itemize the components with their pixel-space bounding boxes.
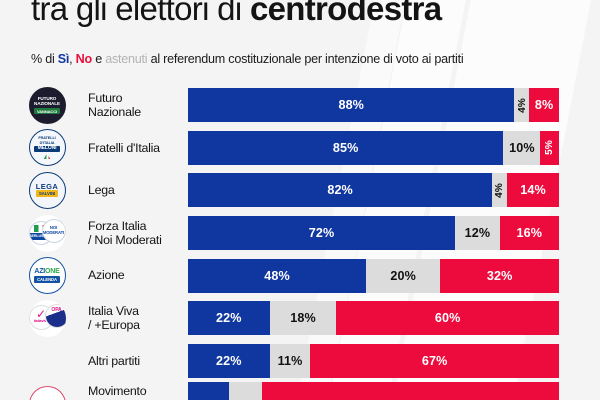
logo-fratelli-ditalia: FRATELLI D'ITALIA MELONI [28, 129, 66, 167]
stacked-bar: 48% 20% 32% [188, 258, 559, 293]
page-title: tra gli elettori di centrodestra [31, 0, 442, 28]
bar-segment-value: 14% [520, 183, 546, 198]
logo-futuro-nazionale: FUTURO NAZIONALE VANNACCI [28, 86, 66, 124]
bar-segment-value: 32% [486, 268, 513, 283]
subtitle-comma: , [69, 52, 76, 66]
party-label: Forza Italia / Noi Moderati [88, 218, 162, 248]
bar-segment-value: 12% [464, 226, 491, 241]
bar-segment-value: 88% [338, 98, 364, 113]
bar-segment-ast: 4% [514, 88, 530, 123]
logo-forza-italia-noi-moderati-cell: BERLUSCONI NOI MODERATI [0, 214, 88, 252]
bar-segment-ast: 18% [269, 301, 337, 336]
bar-segment-value: 4% [516, 97, 528, 113]
chart-row: ✓ italiaviva OPA Italia Viva / +Europa 22% 18%… [0, 297, 600, 340]
bar-segment-ast: 10% [503, 130, 541, 165]
logo-fratelli-ditalia-cell: FRATELLI D'ITALIA MELONI [0, 129, 88, 167]
chart-row: BERLUSCONI NOI MODERATI Forza Italia / Noi … [0, 212, 600, 255]
party-label: Fratelli d'Italia [88, 140, 160, 155]
bar-segment-value: 60% [434, 311, 461, 326]
logo-futuro-nazionale-cell: FUTURO NAZIONALE VANNACCI [0, 86, 88, 124]
logo-forza-italia-noi-moderati: BERLUSCONI NOI MODERATI [28, 214, 66, 252]
bar-segment-value: 85% [332, 140, 359, 155]
bar-segment-si [188, 382, 229, 400]
party-label: Italia Viva / +Europa [88, 303, 140, 333]
logo-italia-viva-piu-europa-cell: ✓ italiaviva OPA [0, 299, 88, 337]
bar-segment-no [262, 382, 559, 400]
bar-segment-si: 82% [188, 173, 493, 208]
bar-segment-value: 67% [421, 353, 448, 368]
bar-segment-value: 72% [308, 226, 335, 241]
bar-segment-ast: 11% [269, 343, 311, 378]
legend-astenuti: astenuti [105, 52, 148, 66]
bar-segment-value: 82% [327, 183, 353, 198]
chart-row: LEGA SALVINI Lega 82% 4% 14% [0, 169, 600, 212]
bar-segment-value: 16% [516, 226, 543, 241]
page-title-prefix: tra gli elettori di [31, 0, 250, 27]
bar-segment-value: 20% [390, 268, 416, 283]
logo-azione: AZIONE CALENDA [28, 257, 66, 295]
chart-row: FUTURO NAZIONALE VANNACCI Futuro Nazionale 88… [0, 84, 600, 127]
bar-segment-ast: 4% [492, 173, 508, 208]
bar-segment-value: 8% [534, 98, 554, 113]
bar-segment-value: 22% [216, 353, 242, 368]
stacked-bar [188, 382, 559, 400]
party-label: Futuro Nazionale [88, 90, 141, 120]
legend-si: Sì [57, 52, 70, 66]
bar-segment-value: 48% [264, 268, 290, 283]
chart-row: Movimento [0, 382, 600, 400]
stacked-bar: 72% 12% 16% [188, 216, 559, 251]
logo-altri-partiti [29, 342, 66, 379]
party-label: Lega [88, 183, 115, 198]
subtitle-and: e [91, 52, 106, 66]
bar-segment-value: 10% [509, 140, 535, 155]
party-label: Azione [88, 268, 125, 283]
legend-no: No [75, 52, 93, 66]
bar-segment-no: 14% [507, 173, 559, 208]
logo-movimento-5-stelle-cell [0, 382, 88, 400]
page-subtitle: % di Sì, No e astenuti al referendum cos… [31, 51, 464, 67]
stacked-bar: 82% 4% 14% [188, 173, 559, 208]
bar-segment-value: 22% [216, 311, 242, 326]
party-label: Movimento [88, 384, 147, 399]
logo-lega-cell: LEGA SALVINI [0, 171, 88, 209]
chart-rows: FUTURO NAZIONALE VANNACCI Futuro Nazionale 88… [0, 84, 600, 400]
chart-row: AZIONE CALENDA Azione 48% 20% 32% [0, 254, 600, 297]
bar-segment-value: 5% [544, 140, 556, 156]
logo-altri-partiti-cell [0, 342, 88, 379]
bar-segment-si: 22% [188, 301, 270, 336]
bar-segment-si: 72% [188, 216, 456, 251]
bar-segment-si: 22% [188, 343, 270, 378]
stacked-bar: 22% 11% 67% [188, 343, 559, 378]
bar-segment-ast: 12% [455, 216, 500, 251]
subtitle-suffix: al referendum costituzionale per intenzi… [147, 52, 464, 66]
bar-segment-si: 85% [188, 130, 504, 165]
bar-segment-no: 32% [440, 258, 559, 293]
bar-segment-no: 60% [336, 301, 559, 336]
logo-movimento-5-stelle [28, 386, 66, 400]
bar-segment-ast: 20% [366, 258, 441, 293]
bar-segment-no: 67% [310, 343, 559, 378]
chart-row: Altri partiti 22% 11% 67% [0, 340, 600, 383]
bar-segment-value: 4% [494, 183, 506, 198]
bar-segment-si: 48% [188, 258, 367, 293]
bar-segment-value: 11% [277, 353, 303, 368]
party-label: Altri partiti [88, 353, 140, 368]
bar-segment-ast [228, 382, 263, 400]
logo-lega: LEGA SALVINI [28, 171, 66, 209]
logo-italia-viva-piu-europa: ✓ italiaviva OPA [28, 299, 66, 337]
stacked-bar: 88% 4% 8% [188, 88, 559, 123]
chart-row: FRATELLI D'ITALIA MELONI Fratelli d'Italia 8… [0, 127, 600, 170]
subtitle-prefix: % di [31, 52, 58, 66]
logo-azione-cell: AZIONE CALENDA [0, 257, 88, 295]
bar-segment-value: 18% [290, 311, 316, 326]
stacked-bar: 22% 18% 60% [188, 301, 559, 336]
bar-segment-si: 88% [188, 88, 515, 123]
bar-segment-no: 8% [529, 88, 559, 123]
page-title-emphasis: centrodestra [249, 0, 442, 27]
stacked-bar: 85% 10% 5% [188, 130, 559, 165]
bar-segment-no: 16% [499, 216, 559, 251]
bar-segment-no: 5% [540, 130, 559, 165]
